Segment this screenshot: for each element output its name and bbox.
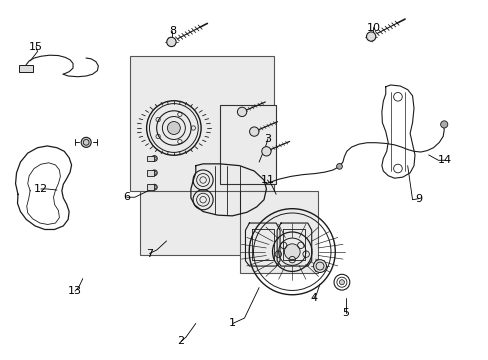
FancyBboxPatch shape xyxy=(147,170,154,176)
Circle shape xyxy=(366,32,375,41)
FancyBboxPatch shape xyxy=(147,156,154,161)
Text: 15: 15 xyxy=(29,42,43,51)
Text: 8: 8 xyxy=(168,26,176,36)
FancyBboxPatch shape xyxy=(20,64,33,72)
Text: 5: 5 xyxy=(342,308,348,318)
Circle shape xyxy=(336,163,342,169)
FancyBboxPatch shape xyxy=(130,56,273,191)
FancyBboxPatch shape xyxy=(220,105,276,184)
Text: 3: 3 xyxy=(264,134,271,144)
Text: 13: 13 xyxy=(68,286,82,296)
Text: 6: 6 xyxy=(123,192,130,202)
Circle shape xyxy=(81,137,91,147)
Circle shape xyxy=(151,170,157,176)
Circle shape xyxy=(151,184,157,190)
Circle shape xyxy=(284,244,300,260)
Circle shape xyxy=(237,107,246,117)
Text: 12: 12 xyxy=(34,184,48,194)
Circle shape xyxy=(339,280,344,285)
Circle shape xyxy=(166,37,176,46)
FancyBboxPatch shape xyxy=(239,191,317,273)
Text: 7: 7 xyxy=(145,248,153,258)
Circle shape xyxy=(167,122,180,134)
Text: 14: 14 xyxy=(437,155,451,165)
Text: 10: 10 xyxy=(366,23,380,33)
Circle shape xyxy=(440,121,447,128)
Circle shape xyxy=(261,147,270,156)
FancyBboxPatch shape xyxy=(140,157,273,255)
Circle shape xyxy=(249,127,258,136)
Circle shape xyxy=(313,260,326,273)
Text: 1: 1 xyxy=(229,319,236,328)
Text: 11: 11 xyxy=(260,175,274,185)
Text: 9: 9 xyxy=(414,194,422,204)
Circle shape xyxy=(151,156,157,161)
Text: 2: 2 xyxy=(177,336,184,346)
FancyBboxPatch shape xyxy=(147,184,154,190)
Text: 4: 4 xyxy=(309,293,317,303)
